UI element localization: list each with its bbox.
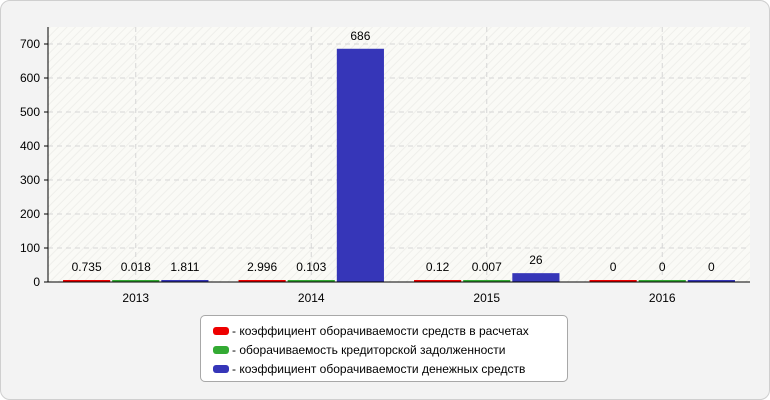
bar [414,280,462,282]
legend-swatch-blue [213,364,229,373]
y-tick-label: 300 [20,173,40,187]
y-tick-label: 400 [20,139,40,153]
data-label: 0.12 [426,260,450,274]
data-label: 686 [350,29,370,43]
data-label: 0.735 [72,260,102,274]
legend-swatch-green [213,345,229,354]
y-tick-label: 600 [20,71,40,85]
data-label: 0.103 [296,260,326,274]
legend-label: - коэффициент оборачиваемости средств в … [232,323,529,338]
x-tick-label: 2015 [473,291,500,305]
grid-lines [48,27,750,282]
data-labels: 0.735 0.018 1.811 2.996 0.103 686 0.12 0.007 26 0… [72,29,715,274]
y-axis-labels: 0 100 200 300 400 500 600 700 [20,37,40,289]
data-label: 0.018 [121,260,151,274]
x-tick-label: 2016 [649,291,676,305]
bar [638,280,686,282]
legend-item-payables-turnover: - оборачиваемость кредиторской задолженн… [213,340,567,359]
bar [463,280,511,282]
data-label: 26 [529,253,543,267]
data-label: 0 [708,260,715,274]
data-label: 0.007 [472,260,502,274]
x-axis-labels: 2013 2014 2015 2016 [122,291,676,305]
bar [161,280,209,282]
y-tick-label: 0 [33,275,40,289]
y-tick-label: 100 [20,241,40,255]
bar [687,280,735,282]
bars [63,48,735,283]
bar [238,280,286,282]
bar [112,280,160,282]
bar [589,280,637,282]
legend-item-cash-turnover: - коэффициент оборачиваемости денежных с… [213,359,567,378]
data-label: 0 [610,260,617,274]
legend-label: - оборачиваемость кредиторской задолженн… [232,342,506,357]
data-label: 1.811 [170,260,199,274]
x-tick-label: 2013 [122,291,149,305]
legend-item-receivables-turnover: - коэффициент оборачиваемости средств в … [213,321,567,340]
legend-label: - коэффициент оборачиваемости денежных с… [232,361,526,376]
bar [63,280,111,282]
y-tick-label: 500 [20,105,40,119]
x-tick-label: 2014 [298,291,325,305]
y-tick-label: 700 [20,37,40,51]
bar [336,48,384,283]
axes [44,27,750,283]
data-label: 0 [659,260,666,274]
legend: - коэффициент оборачиваемости средств в … [200,315,568,382]
bar [287,280,335,282]
data-label: 2.996 [247,260,277,274]
legend-swatch-red [213,326,229,335]
bar [512,273,560,282]
plot-area [48,27,750,282]
y-tick-label: 200 [20,207,40,221]
